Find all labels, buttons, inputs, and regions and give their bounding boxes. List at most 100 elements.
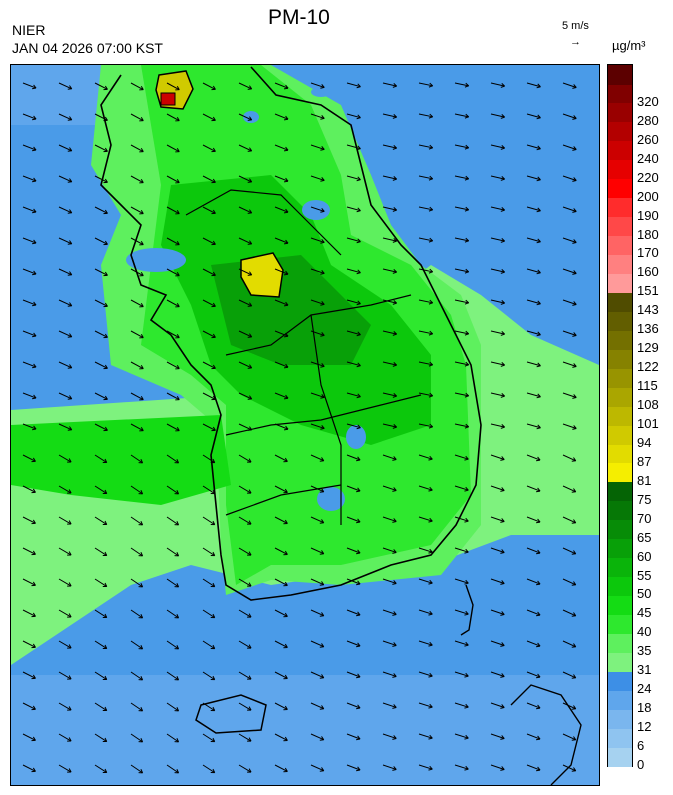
- wind-arrow-head: [356, 114, 361, 120]
- wind-arrow: [166, 764, 179, 774]
- wind-arrow-head: [32, 115, 37, 121]
- legend-label: 108: [637, 397, 659, 413]
- wind-arrow-head: [428, 206, 434, 212]
- wind-arrow: [346, 392, 361, 398]
- wind-arrow: [166, 671, 179, 681]
- legend-swatch: [608, 216, 632, 237]
- wind-arrow: [58, 113, 72, 121]
- wind-arrow: [202, 330, 216, 338]
- wind-arrow: [418, 671, 433, 677]
- wind-arrow: [562, 144, 577, 150]
- wind-arrow-head: [320, 208, 325, 213]
- wind-arrow: [58, 299, 72, 307]
- wind-arrow-head: [247, 395, 253, 400]
- wind-arrow: [238, 82, 252, 90]
- legend-swatch: [608, 349, 632, 369]
- wind-arrow: [418, 733, 433, 739]
- wind-arrow: [202, 392, 216, 400]
- wind-arrow: [94, 423, 108, 431]
- legend-swatch: [608, 462, 632, 483]
- legend-swatch: [608, 595, 632, 616]
- wind-arrow-head: [175, 178, 180, 184]
- wind-arrow-head: [500, 176, 505, 181]
- wind-arrow: [130, 237, 144, 246]
- wind-arrow-head: [247, 582, 252, 587]
- wind-arrow-head: [392, 766, 397, 771]
- legend-label: 136: [637, 321, 659, 337]
- wind-arrow: [418, 547, 433, 553]
- legend-swatch: [608, 481, 632, 502]
- wind-arrow-head: [392, 268, 397, 274]
- wind-arrow: [382, 206, 397, 211]
- wind-arrow: [274, 330, 289, 337]
- wind-arrow-head: [174, 614, 180, 619]
- wind-arrow-head: [428, 361, 434, 367]
- wind-arrow-head: [103, 333, 108, 339]
- wind-arrow-head: [428, 610, 433, 616]
- wind-arrow: [274, 361, 289, 368]
- wind-arrow: [238, 175, 252, 183]
- wind-arrow: [310, 361, 325, 367]
- wind-arrow: [490, 671, 505, 677]
- legend-swatch: [608, 197, 632, 218]
- legend-label: 151: [637, 283, 659, 299]
- wind-arrow: [418, 764, 433, 770]
- low-patch-3: [346, 425, 366, 449]
- wind-arrow: [526, 609, 541, 616]
- wind-arrow-head: [464, 548, 469, 554]
- wind-arrow: [58, 82, 72, 90]
- wind-arrow: [418, 299, 433, 304]
- wind-arrow-head: [320, 394, 325, 399]
- wind-arrow: [310, 640, 324, 648]
- wind-arrow: [274, 268, 289, 275]
- wind-arrow-head: [320, 270, 325, 275]
- wind-arrow: [94, 609, 108, 618]
- wind-arrow-head: [175, 116, 180, 122]
- wind-arrow: [166, 175, 180, 184]
- wind-arrow-head: [67, 644, 72, 649]
- wind-arrow-head: [138, 583, 144, 588]
- wind-arrow: [202, 206, 216, 214]
- wind-arrow: [130, 82, 144, 91]
- low-patch-6: [311, 87, 331, 97]
- wind-arrow: [562, 764, 576, 772]
- wind-arrow: [274, 609, 288, 617]
- wind-arrow-head: [319, 488, 325, 493]
- wind-arrow: [526, 392, 541, 398]
- wind-arrow: [490, 640, 505, 646]
- wind-arrow: [22, 516, 36, 524]
- wind-arrow-head: [320, 146, 325, 151]
- wind-arrow-head: [536, 300, 541, 306]
- wind-arrow-head: [319, 550, 325, 555]
- wind-arrow: [526, 640, 541, 647]
- wind-arrow-head: [536, 176, 541, 182]
- wind-arrow-head: [247, 489, 252, 494]
- wind-arrow-head: [536, 424, 541, 430]
- wind-arrow-head: [392, 330, 397, 336]
- wind-arrow: [130, 485, 143, 495]
- wind-arrow-head: [392, 423, 397, 429]
- wind-arrow-head: [138, 521, 144, 526]
- wind-arrow: [526, 671, 541, 678]
- wind-arrow: [418, 361, 433, 366]
- wind-arrow-head: [139, 271, 144, 277]
- wind-arrow-head: [571, 488, 577, 493]
- wind-arrow: [238, 330, 252, 338]
- wind-arrow-head: [392, 704, 397, 709]
- wind-arrow-head: [428, 330, 434, 336]
- wind-arrow: [166, 268, 180, 277]
- wind-arrow: [310, 733, 324, 741]
- wind-arrow-head: [572, 394, 577, 399]
- wind-arrow-head: [32, 394, 37, 400]
- legend-swatch: [608, 65, 632, 85]
- wind-arrow-head: [247, 333, 253, 338]
- wind-arrow-head: [247, 613, 252, 618]
- wind-arrow-head: [175, 85, 180, 91]
- wind-arrow-head: [67, 178, 73, 183]
- wind-arrow: [274, 764, 288, 772]
- wind-arrow-head: [175, 147, 180, 153]
- wind-arrow: [58, 330, 72, 338]
- wind-arrow: [166, 392, 180, 401]
- wind-arrow: [526, 299, 541, 305]
- wind-arrow: [490, 175, 505, 180]
